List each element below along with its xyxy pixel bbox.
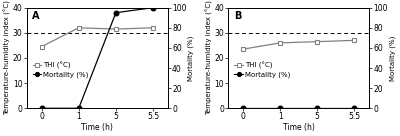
- Legend: THI (°C), Mortality (%): THI (°C), Mortality (%): [234, 62, 290, 78]
- Y-axis label: Mortality (%): Mortality (%): [188, 35, 194, 81]
- Text: A: A: [32, 11, 40, 21]
- Y-axis label: Temperature-humidity index (°C): Temperature-humidity index (°C): [4, 1, 11, 115]
- X-axis label: Time (h): Time (h): [81, 123, 113, 132]
- Legend: THI (°C), Mortality (%): THI (°C), Mortality (%): [33, 62, 89, 78]
- X-axis label: Time (h): Time (h): [283, 123, 315, 132]
- Text: B: B: [234, 11, 241, 21]
- Y-axis label: Mortality (%): Mortality (%): [389, 35, 396, 81]
- Y-axis label: Temperature-humidity index (°C): Temperature-humidity index (°C): [206, 1, 213, 115]
